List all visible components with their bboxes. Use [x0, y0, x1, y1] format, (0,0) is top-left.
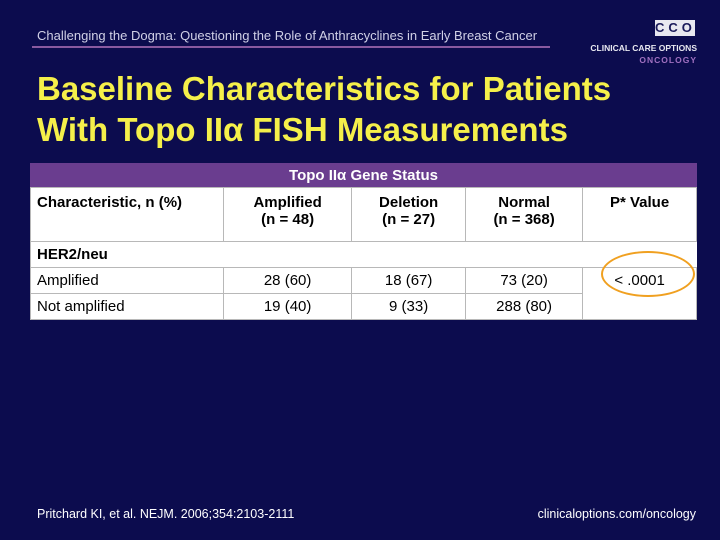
- logo-mark: CCO: [655, 20, 696, 36]
- header-cell: Amplified (n = 48): [222, 187, 353, 242]
- cell: 28 (60): [222, 267, 353, 294]
- row: Amplified 28 (60) 18 (67) 73 (20) < .000…: [30, 267, 697, 320]
- url: clinicaloptions.com/oncology: [537, 507, 696, 521]
- cell: Amplified: [30, 267, 224, 294]
- highlight-ring: [601, 251, 695, 297]
- header-text: Amplified: [253, 194, 322, 211]
- cell: 19 (40): [222, 293, 353, 320]
- cell: 18 (67): [351, 267, 467, 294]
- cell: Not amplified: [30, 293, 224, 320]
- rule: [32, 46, 550, 48]
- cell: 9 (33): [351, 293, 467, 320]
- logo-sub: ONCOLOGY: [639, 55, 697, 65]
- cell: 73 (20): [465, 267, 584, 294]
- logo-name: CLINICAL CARE OPTIONS: [590, 43, 697, 53]
- title-line: With Topo IIα FISH Measurements: [37, 111, 568, 148]
- section-cell: HER2/neu: [30, 241, 697, 268]
- section-row: HER2/neu: [30, 241, 697, 268]
- header-cell: P* Value: [582, 187, 697, 242]
- cell: 288 (80): [465, 293, 584, 320]
- group-header: Topo IIα Gene Status: [30, 163, 697, 187]
- header-cell: Characteristic, n (%): [30, 187, 224, 242]
- citation: Pritchard KI, et al. NEJM. 2006;354:2103…: [37, 507, 295, 521]
- header-text: P* Value: [609, 194, 670, 211]
- row: Not amplified 19 (40) 9 (33) 288 (80): [30, 293, 697, 320]
- header-text: Deletion: [379, 194, 439, 211]
- title: Baseline Characteristics for Patients Wi…: [37, 68, 611, 150]
- header-text: Characteristic, n (%): [37, 194, 183, 211]
- subtitle: Challenging the Dogma: Questioning the R…: [37, 28, 538, 43]
- title-line: Baseline Characteristics for Patients: [37, 70, 612, 107]
- header-text: Normal: [498, 194, 550, 211]
- header-cell: Deletion (n = 27): [351, 187, 467, 242]
- table: Characteristic, n (%) Amplified (n = 48) …: [30, 187, 697, 320]
- header-text: (n = 27): [382, 211, 436, 228]
- header-row: Characteristic, n (%) Amplified (n = 48) …: [30, 187, 697, 242]
- header-text: (n = 48): [261, 211, 315, 228]
- header-cell: Normal (n = 368): [465, 187, 584, 242]
- header-text: (n = 368): [493, 211, 555, 228]
